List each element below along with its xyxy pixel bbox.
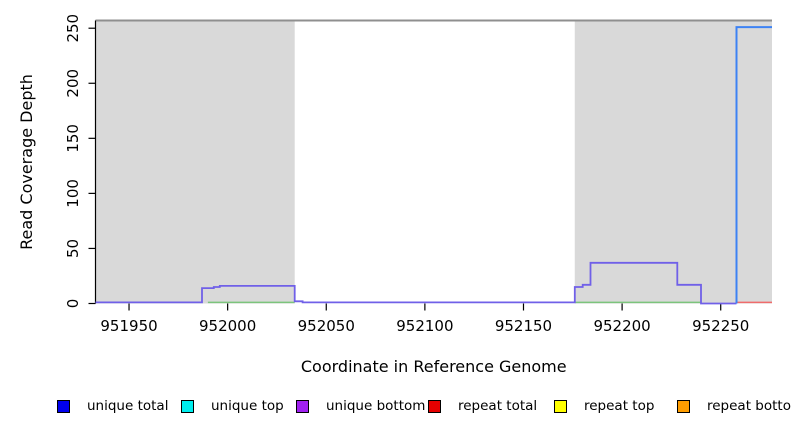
legend-label: repeat bottom: [707, 398, 792, 414]
x-axis-title: Coordinate in Reference Genome: [301, 357, 567, 376]
y-tick-label: 250: [64, 14, 82, 43]
x-tick-label: 952250: [692, 317, 749, 335]
legend: unique total unique top unique bottom repea…: [0, 396, 792, 420]
y-axis-title: Read Coverage Depth: [17, 74, 36, 250]
legend-label: unique total: [87, 398, 169, 414]
repeat-region-left: [95, 20, 295, 304]
x-tick-label: 952200: [593, 317, 650, 335]
legend-item-repeat-top: repeat top: [554, 396, 654, 416]
y-tick-label: 50: [64, 239, 82, 258]
legend-swatch-icon: [296, 399, 309, 413]
legend-item-unique-total: unique total: [57, 396, 168, 416]
x-tick-label: 952000: [199, 317, 256, 335]
series-unique-bottom: [95, 261, 737, 305]
legend-label: repeat total: [458, 398, 538, 414]
x-tick-label: 952050: [298, 317, 355, 335]
series-unique-total: [735, 26, 772, 304]
legend-label: repeat top: [584, 398, 655, 414]
y-tick-label: 0: [64, 299, 82, 309]
y-tick-label: 100: [64, 179, 82, 208]
legend-item-unique-top: unique top: [181, 396, 284, 416]
legend-swatch-icon: [554, 399, 567, 413]
repeat-region-right: [574, 20, 772, 304]
legend-label: unique bottom: [326, 398, 426, 414]
y-tick-label: 150: [64, 124, 82, 153]
legend-item-unique-bottom: unique bottom: [296, 396, 425, 416]
legend-label: unique top: [211, 398, 284, 414]
legend-swatch-icon: [57, 399, 70, 413]
legend-item-repeat-bottom: repeat bottom: [677, 396, 792, 416]
x-tick-label: 952100: [396, 317, 453, 335]
legend-item-repeat-total: repeat total: [428, 396, 537, 416]
legend-swatch-icon: [428, 399, 441, 413]
legend-swatch-icon: [677, 399, 690, 413]
y-tick-label: 200: [64, 69, 82, 98]
x-tick-label: 951950: [100, 317, 157, 335]
x-tick-label: 952150: [495, 317, 552, 335]
legend-swatch-icon: [181, 399, 194, 413]
